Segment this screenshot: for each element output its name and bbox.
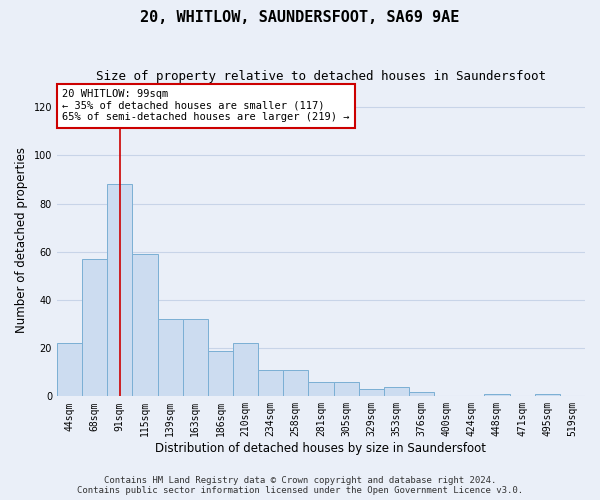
X-axis label: Distribution of detached houses by size in Saundersfoot: Distribution of detached houses by size … bbox=[155, 442, 487, 455]
Bar bbox=[182, 319, 208, 396]
Bar bbox=[233, 344, 258, 396]
Bar bbox=[57, 344, 82, 396]
Bar bbox=[107, 184, 133, 396]
Text: Contains HM Land Registry data © Crown copyright and database right 2024.
Contai: Contains HM Land Registry data © Crown c… bbox=[77, 476, 523, 495]
Text: 20 WHITLOW: 99sqm
← 35% of detached houses are smaller (117)
65% of semi-detache: 20 WHITLOW: 99sqm ← 35% of detached hous… bbox=[62, 90, 350, 122]
Bar bbox=[359, 389, 384, 396]
Bar bbox=[484, 394, 509, 396]
Bar bbox=[334, 382, 359, 396]
Bar bbox=[535, 394, 560, 396]
Text: 20, WHITLOW, SAUNDERSFOOT, SA69 9AE: 20, WHITLOW, SAUNDERSFOOT, SA69 9AE bbox=[140, 10, 460, 25]
Bar bbox=[158, 319, 182, 396]
Y-axis label: Number of detached properties: Number of detached properties bbox=[15, 146, 28, 332]
Bar bbox=[409, 392, 434, 396]
Title: Size of property relative to detached houses in Saundersfoot: Size of property relative to detached ho… bbox=[96, 70, 546, 83]
Bar bbox=[208, 350, 233, 397]
Bar bbox=[308, 382, 334, 396]
Bar bbox=[384, 386, 409, 396]
Bar bbox=[133, 254, 158, 396]
Bar bbox=[283, 370, 308, 396]
Bar bbox=[82, 259, 107, 396]
Bar bbox=[258, 370, 283, 396]
